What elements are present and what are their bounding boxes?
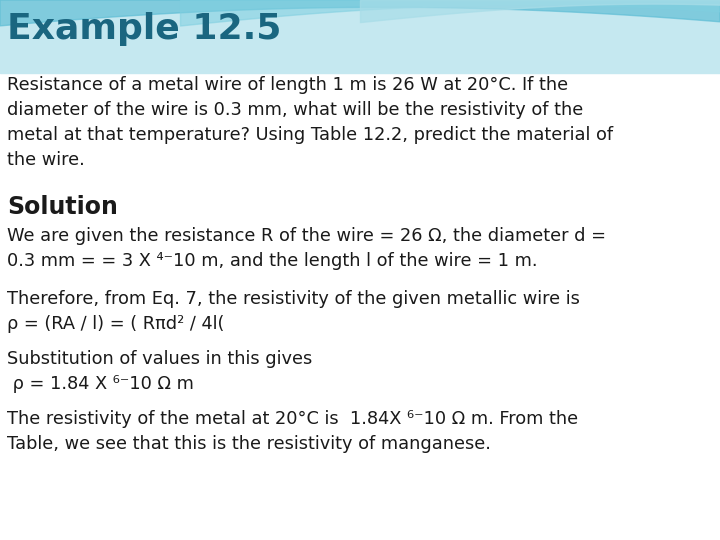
Text: diameter of the wire is 0.3 mm, what will be the resistivity of the: diameter of the wire is 0.3 mm, what wil… [7,100,583,119]
Text: Table, we see that this is the resistivity of manganese.: Table, we see that this is the resistivi… [7,435,491,453]
Text: The resistivity of the metal at 20°C is  1.84X ⁶⁻10 Ω m. From the: The resistivity of the metal at 20°C is … [7,410,578,428]
Text: 0.3 mm = = 3 X ⁴⁻10 m, and the length l of the wire = 1 m.: 0.3 mm = = 3 X ⁴⁻10 m, and the length l … [7,252,538,270]
Text: Solution: Solution [7,195,118,219]
Text: the wire.: the wire. [7,151,85,169]
Text: Resistance of a metal wire of length 1 m is 26 W at 20°C. If the: Resistance of a metal wire of length 1 m… [7,76,568,93]
Text: ρ = (RA ∕ l) = ( Rπd² ∕ 4l(: ρ = (RA ∕ l) = ( Rπd² ∕ 4l( [7,315,225,333]
Bar [0,0,720,73]
Text: Example 12.5: Example 12.5 [7,12,282,46]
Text: metal at that temperature? Using Table 12.2, predict the material of: metal at that temperature? Using Table 1… [7,126,613,144]
Text: We are given the resistance R of the wire = 26 Ω, the diameter d =: We are given the resistance R of the wir… [7,227,606,245]
Text: Therefore, from Eq. 7, the resistivity of the given metallic wire is: Therefore, from Eq. 7, the resistivity o… [7,290,580,308]
Text: Substitution of values in this gives: Substitution of values in this gives [7,350,312,368]
Text: ρ = 1.84 X ⁶⁻10 Ω m: ρ = 1.84 X ⁶⁻10 Ω m [7,375,194,393]
